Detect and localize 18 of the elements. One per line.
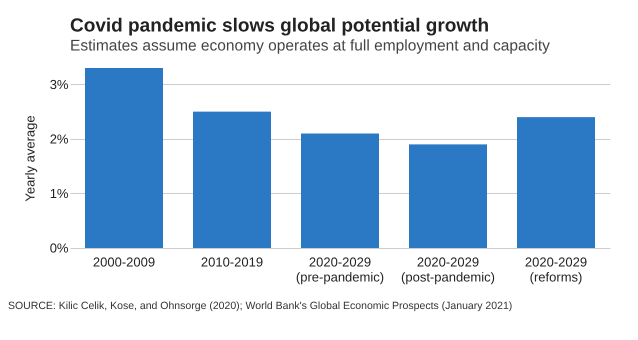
bar: [85, 68, 163, 248]
chart-subtitle: Estimates assume economy operates at full employment and capacity: [70, 38, 550, 54]
x-tick-label: 2020-2029 (reforms): [524, 254, 588, 284]
y-tick-label: 3%: [50, 76, 69, 92]
bar: [409, 144, 487, 248]
x-tick-label: 2010-2019: [200, 254, 264, 270]
y-axis-title: Yearly average: [22, 115, 38, 202]
source-note: SOURCE: Kilic Celik, Kose, and Ohnsorge (2020); World Bank's Global Economic Prospects (January 2021): [8, 300, 512, 312]
x-tick-label: 2020-2029 (pre-pandemic): [296, 254, 384, 284]
y-tick-label: 0%: [50, 240, 69, 256]
chart-title: Covid pandemic slows global potential growth: [70, 16, 490, 36]
bar: [193, 112, 271, 248]
x-tick-label: 2020-2029 (post-pandemic): [401, 254, 495, 284]
x-tick-label: 2000-2009: [92, 254, 156, 270]
y-tick-label: 2%: [50, 131, 69, 146]
bar: [517, 117, 595, 248]
bar: [301, 133, 379, 248]
y-tick-label: 1%: [50, 186, 69, 201]
